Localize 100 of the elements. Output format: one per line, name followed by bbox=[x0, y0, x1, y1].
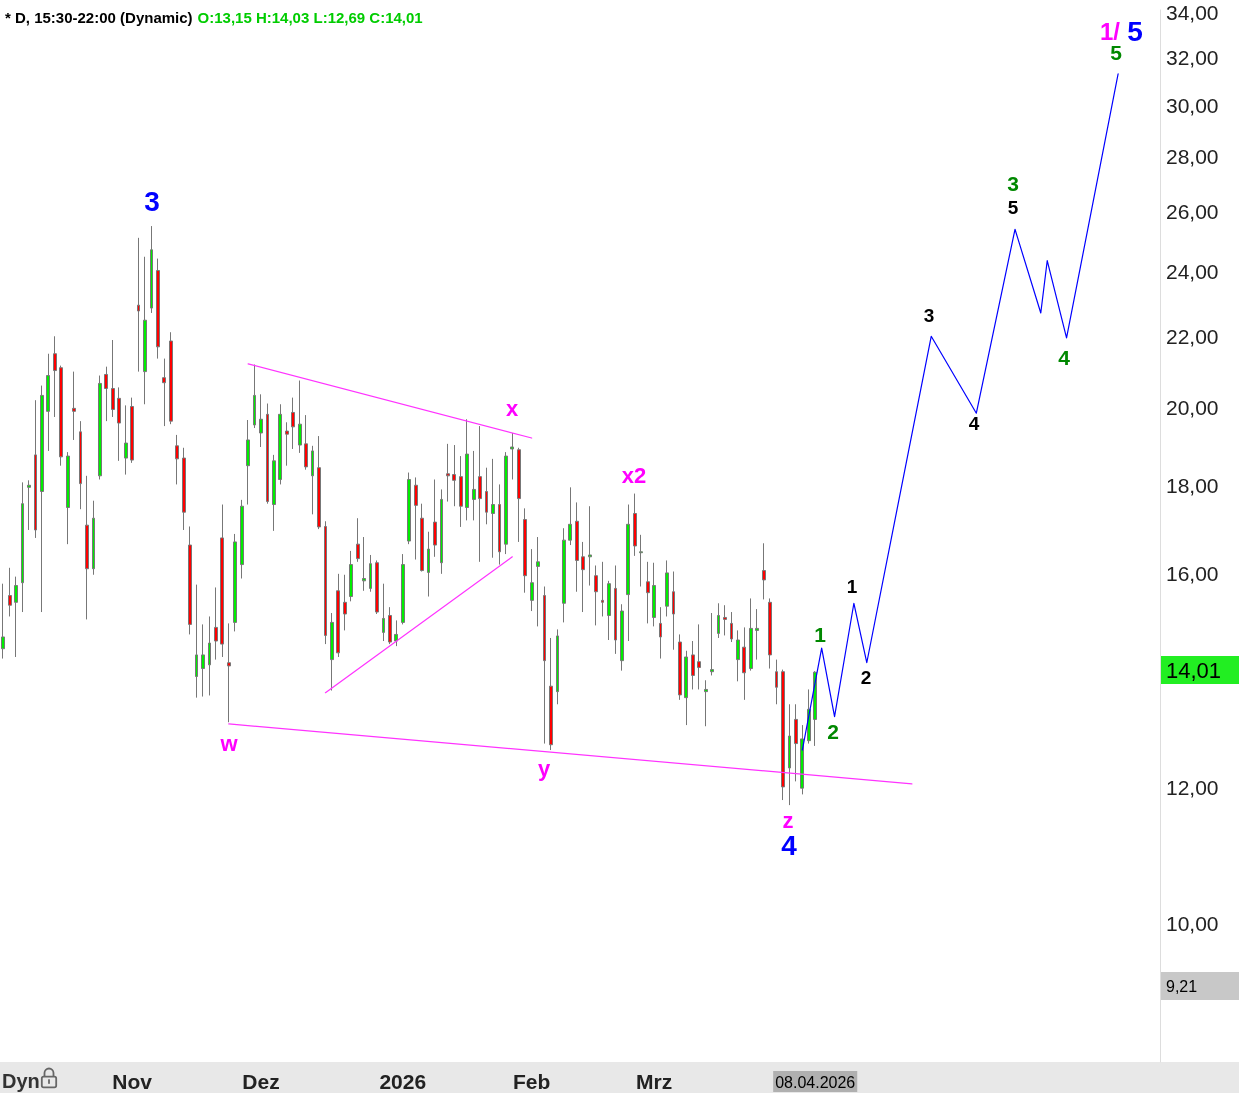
chart-subtitle: O:13,15 H:14,03 L:12,69 C:14,01 bbox=[197, 8, 423, 26]
candlestick bbox=[401, 553, 405, 625]
candlestick bbox=[188, 525, 192, 635]
candlestick bbox=[46, 353, 50, 452]
candlestick bbox=[523, 507, 527, 594]
candlestick bbox=[775, 659, 778, 705]
y-tick-label: 16,00 bbox=[1166, 561, 1219, 585]
annotation: x bbox=[505, 395, 519, 421]
candlestick bbox=[620, 603, 624, 672]
annotation: 5 bbox=[1007, 196, 1019, 218]
candlestick bbox=[53, 335, 57, 418]
annotation: 4 bbox=[1058, 345, 1071, 369]
candlestick bbox=[394, 619, 398, 647]
candlestick bbox=[420, 503, 424, 573]
candlestick bbox=[530, 548, 534, 612]
candlestick bbox=[472, 450, 476, 521]
candlestick bbox=[336, 573, 340, 658]
x-tick-label: Mrz bbox=[636, 1070, 673, 1093]
candlestick bbox=[742, 626, 746, 701]
candlestick bbox=[575, 501, 579, 593]
candlestick bbox=[433, 479, 437, 558]
y-tick-label: 20,00 bbox=[1166, 395, 1219, 419]
candlestick bbox=[549, 637, 553, 751]
candlestick bbox=[227, 622, 231, 723]
candlestick bbox=[536, 536, 540, 627]
candlestick bbox=[781, 669, 785, 801]
candlestick bbox=[369, 554, 372, 593]
candlestick bbox=[568, 486, 572, 546]
candlestick bbox=[665, 559, 669, 617]
y-tick-label: 34,00 bbox=[1166, 0, 1219, 24]
line-series bbox=[801, 73, 1119, 751]
annotation: 5 bbox=[1127, 15, 1143, 47]
candlestick bbox=[788, 703, 791, 806]
text: Dyn bbox=[2, 1070, 40, 1092]
candlestick bbox=[130, 397, 134, 464]
candlestick bbox=[92, 500, 95, 576]
annotation: 3 bbox=[923, 304, 935, 326]
candlestick bbox=[556, 628, 559, 705]
x-tick-label: Nov bbox=[112, 1070, 153, 1093]
candlestick bbox=[201, 623, 205, 698]
candlestick bbox=[349, 550, 353, 602]
y-tick-label: 24,00 bbox=[1166, 260, 1219, 283]
candlestick bbox=[21, 481, 24, 613]
candlestick bbox=[446, 443, 450, 503]
candlestick bbox=[626, 504, 630, 642]
candlestick bbox=[440, 488, 443, 575]
candlestick bbox=[452, 444, 456, 507]
annotation: 3 bbox=[1007, 171, 1019, 195]
x-tick-label: Feb bbox=[512, 1070, 551, 1093]
y-tick-label: 22,00 bbox=[1166, 324, 1219, 348]
candlestick bbox=[104, 366, 108, 422]
candlestick bbox=[175, 434, 179, 485]
candlestick bbox=[1, 583, 5, 660]
candlestick bbox=[285, 421, 289, 467]
annotation: 4 bbox=[968, 412, 980, 434]
candlestick bbox=[14, 576, 18, 658]
annotation: 2 bbox=[860, 666, 872, 688]
candlestick bbox=[498, 483, 501, 566]
candlestick bbox=[233, 533, 237, 632]
candlestick bbox=[794, 703, 798, 782]
candlestick bbox=[723, 604, 727, 636]
candlestick bbox=[459, 455, 463, 528]
candlestick bbox=[240, 499, 244, 579]
candlestick bbox=[304, 414, 308, 471]
candlestick bbox=[98, 375, 102, 480]
candlestick bbox=[266, 403, 269, 505]
candlestick bbox=[362, 536, 366, 592]
candlestick bbox=[72, 371, 76, 441]
annotation: 2 bbox=[827, 719, 839, 743]
candlestick bbox=[111, 339, 115, 418]
candlestick bbox=[246, 419, 250, 506]
chart-title: * D, 15:30-22:00 (Dynamic) bbox=[5, 8, 193, 26]
candlestick bbox=[407, 472, 411, 545]
candlestick bbox=[749, 597, 753, 672]
candlestick bbox=[614, 565, 617, 655]
candlestick bbox=[59, 365, 63, 467]
y-tick-label: 12,00 bbox=[1166, 776, 1219, 800]
candlestick bbox=[633, 493, 637, 557]
y-tick-label: 30,00 bbox=[1166, 93, 1219, 117]
candlestick bbox=[150, 225, 153, 314]
candlestick bbox=[324, 520, 327, 645]
candlestick bbox=[253, 364, 256, 429]
candlestick bbox=[762, 542, 766, 600]
annotation: 1 bbox=[814, 622, 827, 646]
candlestick bbox=[156, 258, 160, 360]
candlestick bbox=[317, 435, 321, 530]
y-tick-label: 18,00 bbox=[1166, 474, 1219, 498]
candlestick bbox=[382, 583, 385, 642]
candlestick bbox=[736, 629, 740, 682]
x-tick-label: Dez bbox=[242, 1070, 280, 1093]
candlestick bbox=[510, 432, 514, 480]
y-tick-label: 28,00 bbox=[1166, 145, 1219, 169]
candlestick bbox=[717, 602, 720, 639]
y-tick-label: 10,00 bbox=[1166, 911, 1219, 935]
candlestick bbox=[311, 445, 314, 515]
candlestick bbox=[85, 475, 89, 620]
candlestick bbox=[491, 458, 495, 559]
candlestick bbox=[485, 467, 488, 525]
candlestick bbox=[704, 679, 708, 727]
candlestick bbox=[169, 331, 173, 425]
